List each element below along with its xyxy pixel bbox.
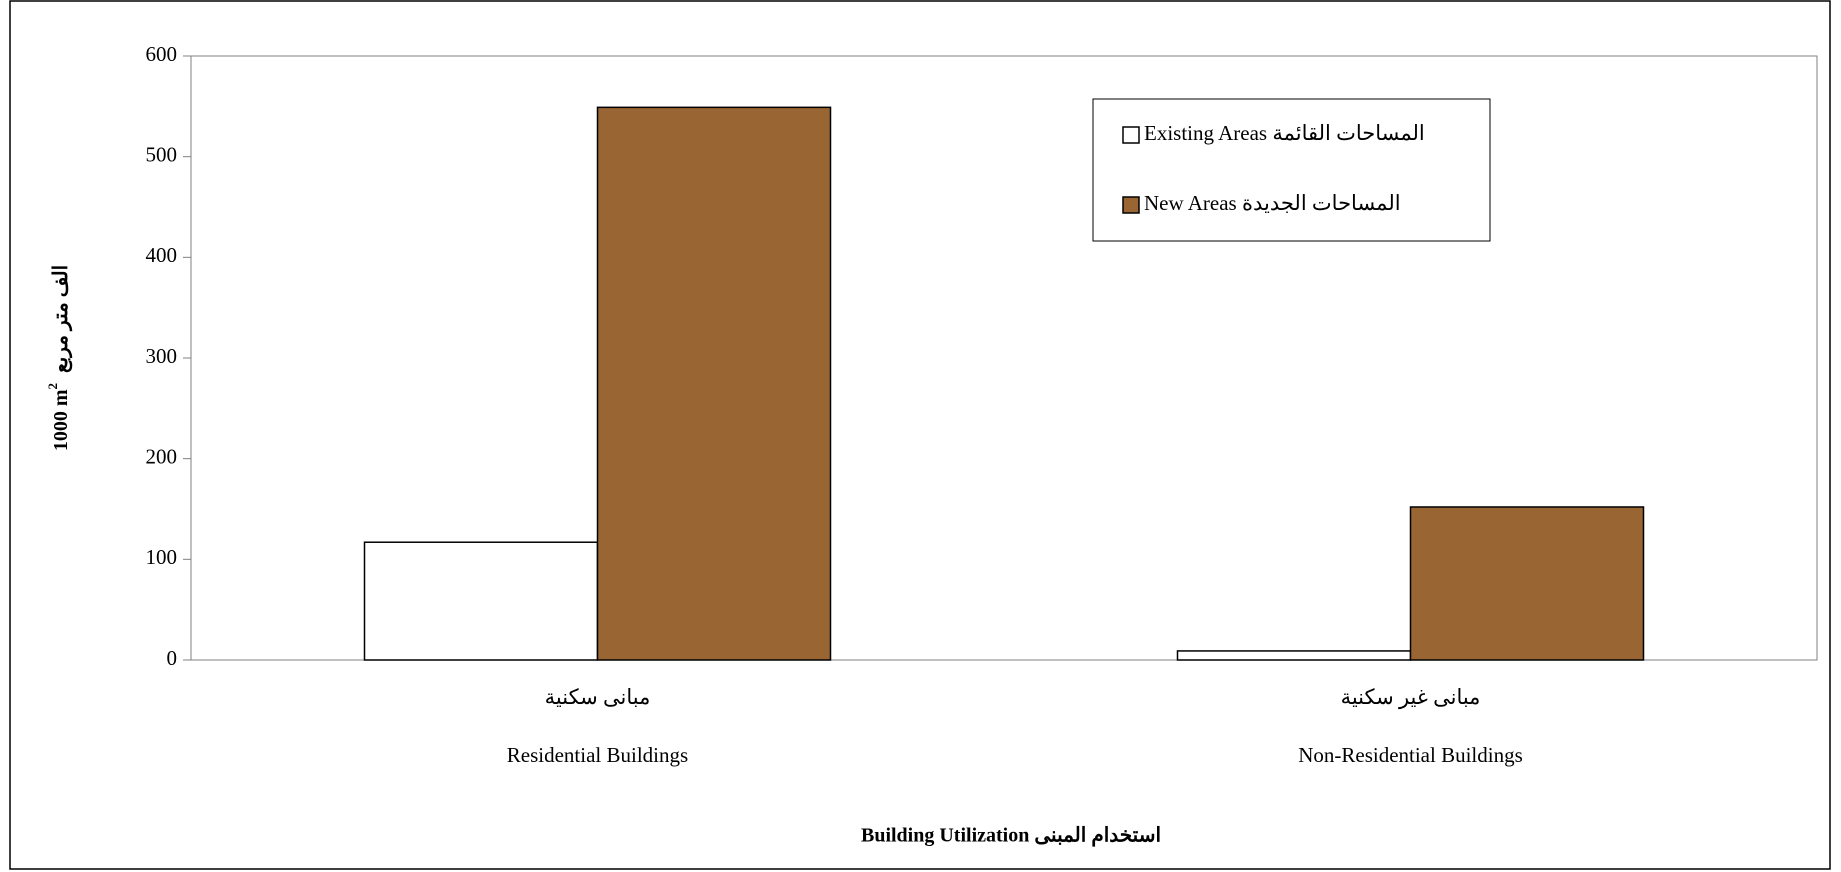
x-tick-label-arabic: مبانى سكنية	[545, 685, 651, 709]
y-tick-label: 0	[167, 646, 178, 670]
legend-swatch	[1122, 196, 1140, 214]
bar	[363, 541, 599, 661]
y-tick-label: 100	[146, 545, 178, 569]
legend-box	[1092, 98, 1491, 242]
x-tick-label-arabic: مبانى غير سكنية	[1341, 685, 1481, 710]
x-tick-label: Residential Buildings	[507, 743, 688, 767]
y-unit-sup: 2	[45, 383, 60, 390]
bar	[1409, 506, 1645, 661]
y-tick-label: 600	[146, 42, 178, 66]
legend-swatch	[1122, 126, 1140, 144]
y-axis-title-text: 1000 m2 الف متر مربع	[45, 265, 73, 451]
y-unit-arabic: الف متر مربع	[50, 265, 73, 373]
y-tick-label: 400	[146, 243, 178, 267]
x-tick-label: Non-Residential Buildings	[1298, 743, 1523, 767]
y-tick-label: 500	[146, 142, 178, 166]
y-tick-label: 300	[146, 344, 178, 368]
chart-frame	[9, 0, 1831, 870]
x-axis-title: Building Utilization استخدام المبنى	[861, 825, 1161, 848]
legend-label: Existing Areas المساحات القائمة	[1144, 121, 1425, 145]
legend-label: New Areas المساحات الجديدة	[1144, 191, 1401, 215]
bar	[596, 106, 832, 661]
y-tick-label: 200	[146, 444, 178, 468]
y-unit: 1000 m	[50, 389, 72, 451]
y-axis-title: 1000 m2 الف متر مربع	[45, 265, 73, 451]
bar	[1176, 650, 1412, 661]
